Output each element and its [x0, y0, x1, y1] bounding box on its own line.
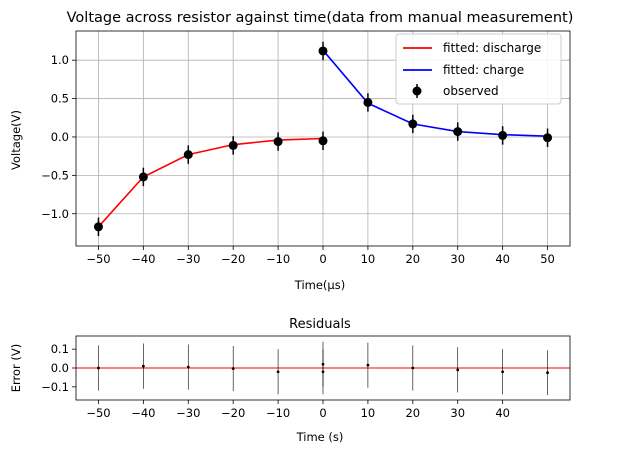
- y-tick-label: −0.1: [41, 380, 69, 394]
- x-tick-label: 20: [405, 406, 420, 420]
- y-tick-label: −1.0: [41, 207, 69, 221]
- legend: fitted: discharge fitted: charge observe…: [395, 33, 562, 105]
- residuals-series: [76, 341, 570, 396]
- y-tick-label: 0.5: [51, 92, 69, 106]
- observed-point: [138, 172, 148, 182]
- observed-point: [273, 137, 283, 147]
- observed-point: [543, 133, 553, 143]
- residuals-x-axis-label: Time (s): [296, 430, 344, 444]
- legend-label-observed: observed: [443, 84, 499, 98]
- x-tick-label: 30: [450, 406, 465, 420]
- observed-point: [498, 130, 508, 140]
- fit-line-discharge: [97, 137, 324, 228]
- main-y-ticks: −1.0 −0.5 0.0 0.5 1.0: [41, 53, 76, 221]
- y-tick-label: 0.0: [51, 130, 69, 144]
- residual-point: [546, 371, 549, 375]
- main-series: [93, 41, 553, 237]
- x-tick-label: 10: [361, 406, 376, 420]
- residual-point: [501, 370, 505, 374]
- y-tick-label: 0.0: [51, 361, 69, 375]
- x-tick-label: 30: [450, 252, 465, 266]
- x-tick-label: 10: [361, 252, 376, 266]
- x-tick-label: −20: [221, 252, 245, 266]
- legend-marker-observed: [412, 86, 422, 96]
- residual-point: [456, 368, 460, 372]
- residual-point: [186, 365, 190, 369]
- residuals-chart: Residuals −50 −40 −30 −20 −10 0 10 20 30 40 −0.1 0…: [9, 317, 571, 444]
- x-tick-label: 20: [405, 252, 420, 266]
- x-tick-label: 40: [495, 252, 510, 266]
- y-tick-label: 0.1: [51, 342, 69, 356]
- x-tick-label: 0: [319, 406, 326, 420]
- residual-point: [366, 363, 370, 367]
- y-tick-label: 1.0: [51, 53, 69, 67]
- legend-label-charge: fitted: charge: [443, 63, 524, 77]
- x-tick-label: −20: [221, 406, 245, 420]
- y-tick-label: −0.5: [41, 168, 69, 182]
- main-x-ticks: −50 −40 −30 −20 −10 0 10 20 30 40 50: [86, 246, 555, 266]
- residual-point: [411, 366, 415, 370]
- x-tick-label: 50: [540, 252, 555, 266]
- x-tick-label: 0: [319, 252, 326, 266]
- main-y-axis-label: Voltage(V): [9, 110, 23, 170]
- legend-label-discharge: fitted: discharge: [443, 41, 541, 55]
- observed-point: [318, 136, 328, 146]
- x-tick-label: −50: [86, 252, 110, 266]
- x-tick-label: −10: [266, 252, 290, 266]
- main-chart: Voltage across resistor against time(dat…: [9, 10, 573, 292]
- main-x-axis-label: Time(μs): [294, 278, 345, 292]
- residual-point: [141, 364, 145, 368]
- x-tick-label: −30: [176, 252, 200, 266]
- x-tick-label: −40: [131, 406, 155, 420]
- x-tick-label: −40: [131, 252, 155, 266]
- residuals-plot-frame: [75, 335, 571, 401]
- fit-line-charge: [322, 49, 548, 137]
- observed-point: [363, 97, 373, 107]
- residuals-x-ticks: −50 −40 −30 −20 −10 0 10 20 30 40: [86, 400, 510, 420]
- residual-point: [97, 366, 100, 370]
- residual-point: [231, 367, 235, 370]
- x-tick-label: −50: [86, 406, 110, 420]
- x-tick-label: −30: [176, 406, 200, 420]
- x-tick-label: 40: [495, 406, 510, 420]
- observed-point: [93, 222, 103, 232]
- observed-point: [183, 150, 193, 160]
- x-tick-label: −10: [266, 406, 290, 420]
- residuals-y-ticks: −0.1 0.0 0.1: [41, 342, 76, 394]
- observed-point: [453, 127, 463, 137]
- observed-point: [228, 140, 238, 150]
- legend-box: [395, 33, 562, 105]
- main-chart-title: Voltage across resistor against time(dat…: [67, 10, 574, 26]
- main-plot-frame: [75, 30, 571, 247]
- residuals-y-axis-label: Error (V): [9, 344, 23, 393]
- observed-point: [408, 119, 418, 129]
- residual-point: [276, 370, 280, 374]
- residuals-chart-title: Residuals: [289, 317, 351, 332]
- observed-point: [318, 46, 328, 56]
- residual-point: [321, 362, 325, 366]
